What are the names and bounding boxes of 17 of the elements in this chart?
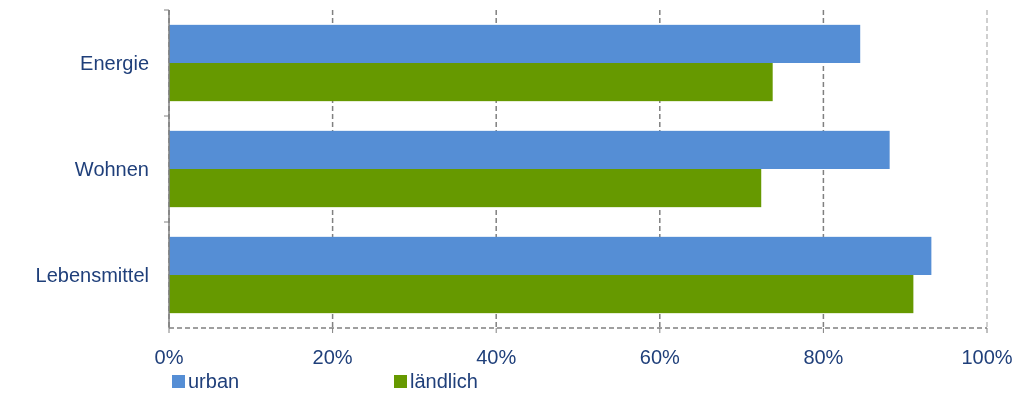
y-tick-label: Wohnen — [74, 158, 149, 180]
y-tick-label: Lebensmittel — [35, 264, 149, 286]
bar — [169, 130, 890, 169]
x-tick-label: 40% — [476, 346, 517, 368]
x-tick-label: 0% — [154, 346, 184, 368]
x-tick-label: 80% — [803, 346, 844, 368]
legend-label: urban — [188, 370, 240, 392]
legend-label: ländlich — [410, 370, 478, 392]
bar — [169, 236, 932, 275]
y-tick-label: Energie — [80, 52, 149, 74]
bar — [169, 63, 773, 102]
x-tick-label: 60% — [639, 346, 681, 368]
bar — [169, 275, 914, 314]
bar — [169, 169, 762, 208]
x-tick-label: 100% — [961, 346, 1013, 368]
x-tick-label: 20% — [312, 346, 353, 368]
bar — [169, 24, 861, 63]
